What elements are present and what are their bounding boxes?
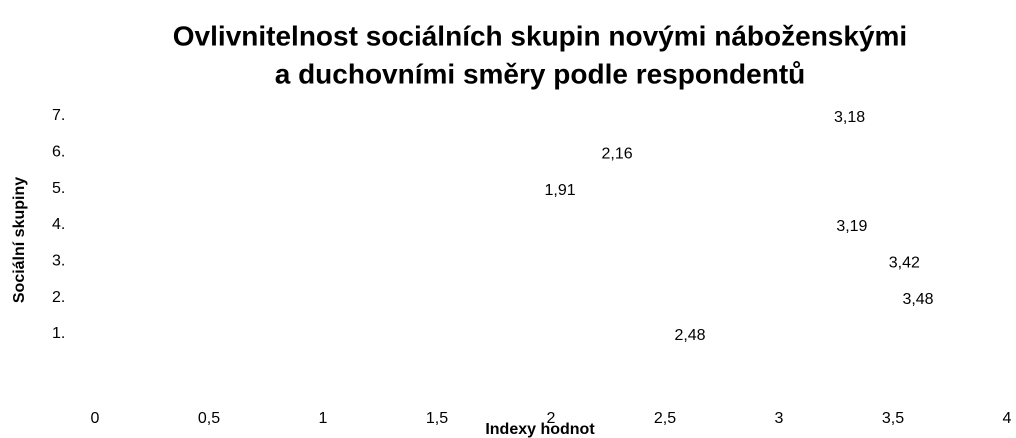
data-label: 2,16 [601,146,632,163]
bar [95,322,660,346]
bar [95,286,888,310]
data-label: 3,48 [902,291,933,308]
x-tick-label: 3,5 [882,410,904,427]
data-label: 1,91 [544,182,575,199]
data-label: 3,42 [889,255,920,272]
y-axis-title: Sociální skupiny [11,177,28,303]
x-tick-label: 0,5 [198,410,220,427]
x-tick-label: 0 [91,410,100,427]
y-tick-label: 1. [52,325,65,342]
data-label: 3,19 [836,218,867,235]
y-tick-label: 5. [52,180,65,197]
y-tick-label: 4. [52,216,65,233]
x-axis-title: Indexy hodnot [485,421,595,438]
x-tick-label: 4 [1003,410,1012,427]
bar [95,249,875,273]
y-tick-label: 7. [52,107,65,124]
bar [95,140,587,164]
data-label: 2,48 [674,327,705,344]
y-tick-label: 6. [52,144,65,161]
chart-title: Ovlivnitelnost sociálních skupin novými … [173,20,907,51]
y-tick-label: 2. [52,289,65,306]
x-tick-label: 2 [547,410,556,427]
bar [95,104,820,128]
bar [95,177,530,201]
x-tick-label: 3 [775,410,784,427]
data-label: 3,18 [834,109,865,126]
x-tick-label: 1 [319,410,328,427]
bar [95,213,822,237]
x-tick-label: 1,5 [426,410,448,427]
x-tick-label: 2,5 [654,410,676,427]
y-tick-label: 3. [52,253,65,270]
chart-title: a duchovními směry podle respondentů [275,58,806,89]
